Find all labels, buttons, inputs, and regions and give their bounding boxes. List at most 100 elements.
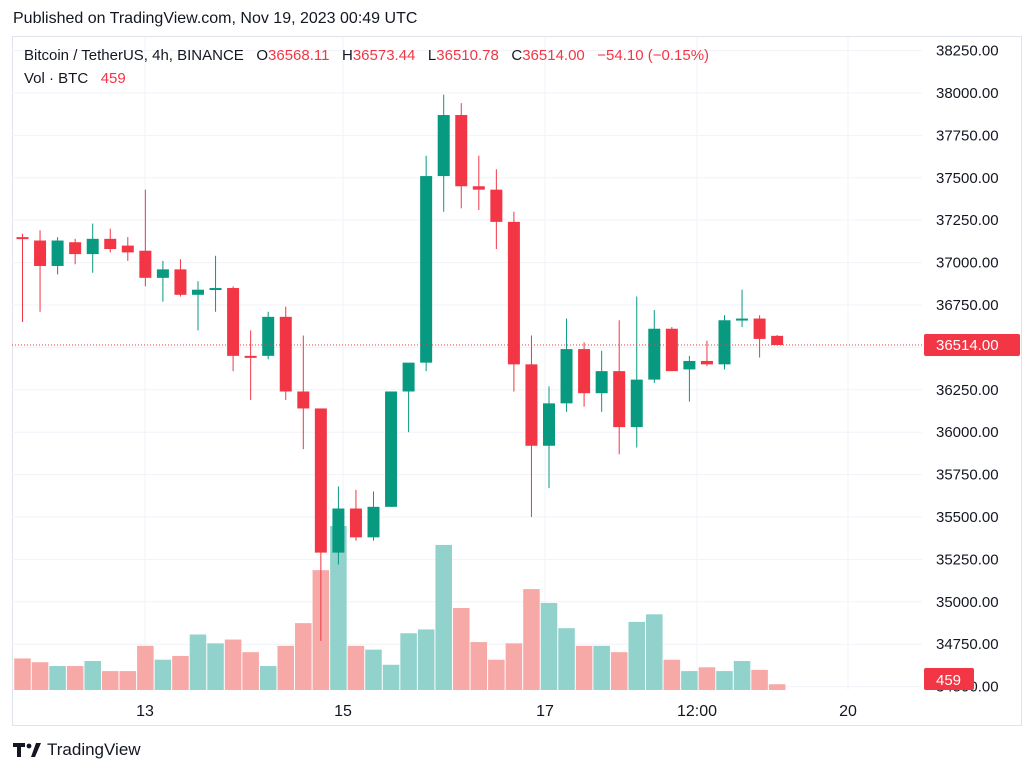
volume-bar [452,608,470,690]
candle-body [402,362,415,392]
volume-legend: Vol · BTC 459 [24,70,126,87]
candle-body [156,269,169,278]
volume-bar [295,623,312,690]
volume-bar [224,639,242,690]
last-volume-label: 459 [936,672,961,689]
y-tick-label: 36250.00 [936,382,999,399]
volume-bar [663,659,681,690]
low-label: L [427,47,437,64]
y-tick-label: 35250.00 [936,551,999,568]
y-tick-label: 36750.00 [936,297,999,314]
tradingview-logo-icon [13,742,41,758]
last-price-badge [924,334,1020,357]
volume-bar [277,645,295,690]
volume-bars [14,526,786,690]
candle-body [192,289,204,295]
candle-body [700,360,713,365]
volume-bar [681,671,698,690]
candle-body [560,349,573,404]
high-value: 36573.44 [352,47,416,64]
volume-bar [49,666,66,690]
high-label: H [341,47,353,64]
last-volume-badge [924,668,974,690]
volume-bar [347,645,365,690]
candle-body [86,238,99,255]
y-tick-label: 37500.00 [936,170,999,187]
volume-bar [31,662,49,690]
footer-brand[interactable]: TradingView [13,740,141,760]
volume-bar [593,645,610,690]
candle-body [437,115,450,177]
candles [16,94,784,641]
x-tick-label: 15 [334,703,352,720]
volume-bar [733,660,751,690]
x-tick-label: 13 [136,703,154,720]
y-tick-label: 37750.00 [936,127,999,144]
candle-body [472,186,485,190]
x-tick-label: 17 [536,703,554,720]
volume-bar [119,671,137,690]
footer-brand-name: TradingView [47,740,141,759]
candle-body [332,508,345,553]
candle-body [121,245,134,253]
candle-body [753,318,766,339]
published-note: Published on TradingView.com, Nov 19, 20… [13,10,418,27]
candle-body [104,238,117,250]
volume-bar [558,628,575,690]
volume-bar [698,667,716,690]
candle-body [525,364,538,446]
volume-bar [137,645,154,690]
candle-body [771,335,784,346]
y-tick-label: 37250.00 [936,212,999,229]
candle-body [279,316,292,392]
volume-bar [365,649,382,690]
candle-body [349,508,362,538]
candle-body [507,221,520,365]
candle-body [613,371,626,428]
y-tick-label: 35000.00 [936,594,999,611]
y-tick-label: 38250.00 [936,43,999,60]
volume-bar [259,666,277,690]
candle-body [262,316,275,356]
y-tick-label: 37000.00 [936,255,999,272]
candle-body [630,379,643,428]
volume-bar [101,671,119,690]
candle-body [227,288,240,356]
volume-bar [540,602,558,690]
volume-label[interactable]: Vol · BTC [24,70,89,87]
volume-bar [154,659,172,690]
candle-body [244,355,257,358]
candle-body [648,328,661,380]
volume-bar [330,526,347,690]
open-label: O [256,47,269,64]
candle-body [34,240,47,266]
chart-frame[interactable] [12,36,1022,726]
close-label: C [511,47,523,64]
volume-bar [207,643,224,690]
candle-body [543,403,555,446]
candle-body [314,408,327,553]
candle-body [420,176,433,363]
candle-body [385,391,398,507]
candle-body [297,391,310,409]
y-tick-label: 38000.00 [936,85,999,102]
last-price-label: 36514.00 [936,337,999,354]
volume-bar [172,655,189,690]
volume-bar [66,666,84,690]
y-tick-label: 36000.00 [936,424,999,441]
candle-body [367,506,380,538]
volume-bar [14,658,31,690]
volume-bar [523,589,540,690]
volume-bar [505,643,523,690]
volume-bar [610,652,628,690]
candle-body [718,320,731,365]
candle-body [683,360,696,370]
volume-bar [751,669,768,690]
volume-bar [716,671,733,690]
volume-bar [768,684,786,690]
candle-body [69,242,82,255]
symbol-title[interactable]: Bitcoin / TetherUS, 4h, BINANCE [24,47,244,64]
volume-bar [628,621,646,690]
candle-body [578,349,591,394]
